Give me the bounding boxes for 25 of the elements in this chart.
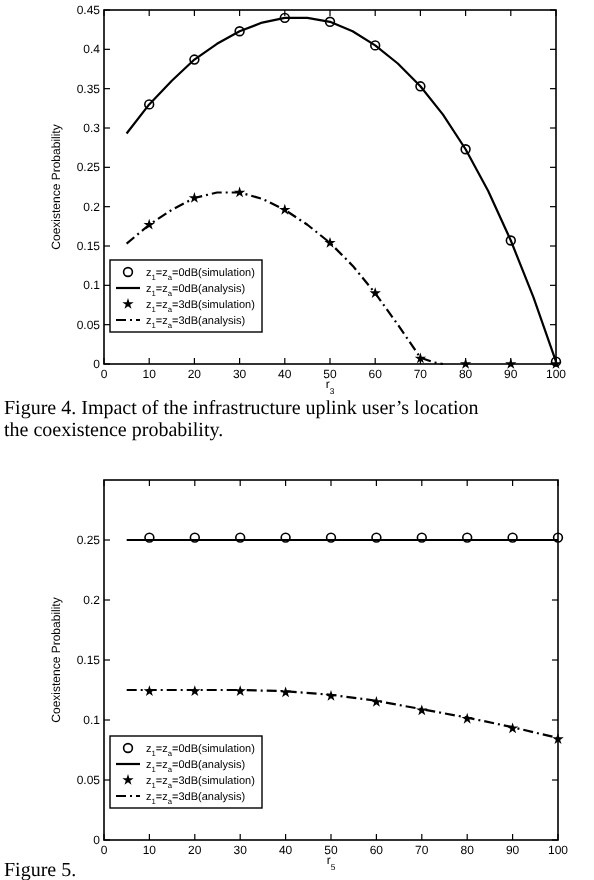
- point: [325, 532, 337, 543]
- point: [460, 144, 471, 155]
- text: the coexistence probability.: [4, 420, 224, 442]
- caption: Figure 5.: [4, 860, 77, 880]
- point: [462, 532, 473, 543]
- point: [189, 54, 200, 65]
- point: [370, 40, 381, 51]
- point: [371, 532, 382, 543]
- point: [189, 532, 200, 543]
- point: [234, 26, 245, 37]
- point: [144, 532, 155, 543]
- point: [235, 532, 246, 543]
- caption: Figure 4. Impact of the infrastructure uplink user’s location: [4, 398, 479, 420]
- point: [144, 99, 155, 110]
- point: [507, 532, 518, 543]
- point: [459, 358, 472, 369]
- point: [324, 16, 336, 27]
- point: [552, 733, 564, 745]
- point: [415, 81, 426, 92]
- point: [416, 532, 427, 543]
- point: [505, 358, 517, 369]
- point: [552, 532, 564, 543]
- point: [280, 532, 291, 543]
- point: [279, 12, 290, 24]
- point: [505, 235, 516, 246]
